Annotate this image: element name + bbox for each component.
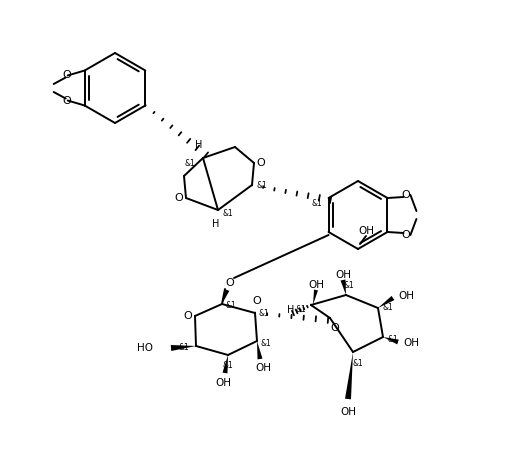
Text: O: O	[225, 278, 234, 288]
Text: O: O	[331, 323, 340, 333]
Text: O: O	[175, 193, 183, 203]
Polygon shape	[313, 289, 318, 305]
Polygon shape	[378, 296, 394, 308]
Polygon shape	[341, 280, 346, 295]
Text: H: H	[212, 219, 220, 229]
Text: O: O	[62, 96, 71, 105]
Polygon shape	[222, 355, 228, 373]
Polygon shape	[222, 289, 230, 304]
Text: O: O	[184, 311, 192, 321]
Text: H: H	[195, 140, 203, 150]
Polygon shape	[171, 345, 196, 351]
Text: O: O	[257, 158, 265, 168]
Text: &1: &1	[222, 208, 233, 218]
Text: OH: OH	[255, 363, 271, 373]
Text: O: O	[401, 230, 410, 240]
Text: &1: &1	[344, 281, 354, 289]
Text: &1: &1	[179, 343, 189, 352]
Text: OH: OH	[215, 378, 231, 388]
Text: &1: &1	[296, 306, 306, 315]
Text: OH: OH	[358, 226, 374, 236]
Text: &1: &1	[383, 303, 393, 313]
Text: OH: OH	[335, 270, 351, 280]
Text: OH: OH	[398, 291, 414, 301]
Text: &1: &1	[259, 308, 269, 317]
Text: &1: &1	[222, 362, 233, 370]
Text: &1: &1	[353, 358, 363, 368]
Text: &1: &1	[257, 180, 267, 190]
Polygon shape	[383, 337, 399, 344]
Text: HO: HO	[137, 343, 153, 353]
Text: H: H	[287, 305, 295, 315]
Text: O: O	[401, 190, 410, 200]
Text: O: O	[252, 296, 262, 306]
Polygon shape	[345, 352, 353, 399]
Text: &1: &1	[388, 335, 399, 343]
Text: OH: OH	[340, 407, 356, 417]
Text: &1: &1	[185, 158, 195, 167]
Text: &1: &1	[311, 199, 322, 207]
Text: OH: OH	[308, 280, 324, 290]
Polygon shape	[257, 341, 263, 359]
Text: &1: &1	[225, 302, 236, 310]
Text: &1: &1	[261, 338, 271, 348]
Text: O: O	[62, 70, 71, 81]
Text: OH: OH	[403, 338, 419, 348]
